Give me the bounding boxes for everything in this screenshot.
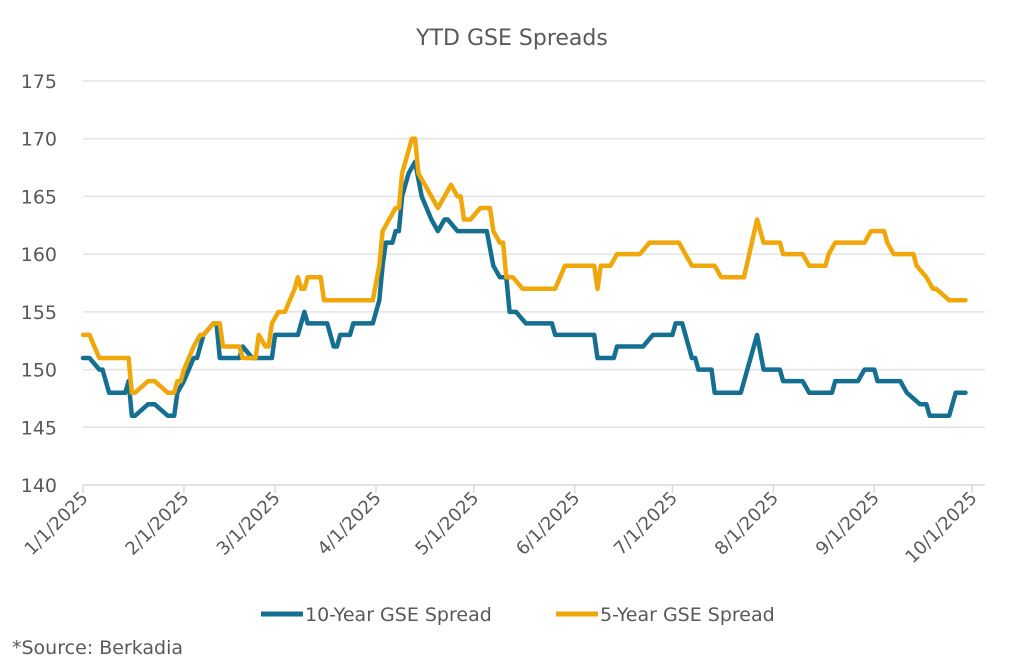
y-tick-label: 150 (21, 360, 57, 382)
y-tick-label: 155 (21, 302, 57, 324)
y-tick-label: 140 (21, 475, 57, 497)
gridlines (83, 80, 985, 486)
x-tick-label: 10/1/2025 (901, 488, 981, 568)
x-tick-label: 4/1/2025 (314, 488, 386, 560)
plot-series (80, 136, 968, 418)
legend: 10-Year GSE Spread 5-Year GSE Spread (261, 604, 775, 626)
x-tick-label: 7/1/2025 (610, 488, 682, 560)
x-tick-label: 1/1/2025 (21, 488, 93, 560)
series-line-5-year (80, 136, 968, 395)
y-tick-label: 175 (21, 71, 57, 93)
legend-item-10-year[interactable]: 10-Year GSE Spread (261, 604, 492, 626)
y-tick-label: 160 (21, 244, 57, 266)
x-tick-label: 9/1/2025 (812, 488, 884, 560)
source-note: *Source: Berkadia (12, 637, 183, 659)
chart-title: YTD GSE Spreads (415, 26, 608, 51)
y-axis-ticks: 140 145 150 155 160 165 170 175 (21, 71, 57, 497)
x-tick-label: 8/1/2025 (711, 488, 783, 560)
y-tick-label: 165 (21, 186, 57, 208)
x-tick-label: 3/1/2025 (213, 488, 285, 560)
x-axis-ticks: 1/1/2025 2/1/2025 3/1/2025 4/1/2025 5/1/2025… (21, 485, 982, 568)
legend-label-5-year: 5-Year GSE Spread (600, 604, 775, 626)
x-tick-label: 5/1/2025 (411, 488, 483, 560)
y-tick-label: 170 (21, 129, 57, 151)
legend-item-5-year[interactable]: 5-Year GSE Spread (556, 604, 775, 626)
legend-label-10-year: 10-Year GSE Spread (305, 604, 492, 626)
series-line-10-year (80, 159, 968, 418)
x-tick-label: 6/1/2025 (512, 488, 584, 560)
x-tick-label: 2/1/2025 (121, 488, 193, 560)
y-tick-label: 145 (21, 417, 57, 439)
